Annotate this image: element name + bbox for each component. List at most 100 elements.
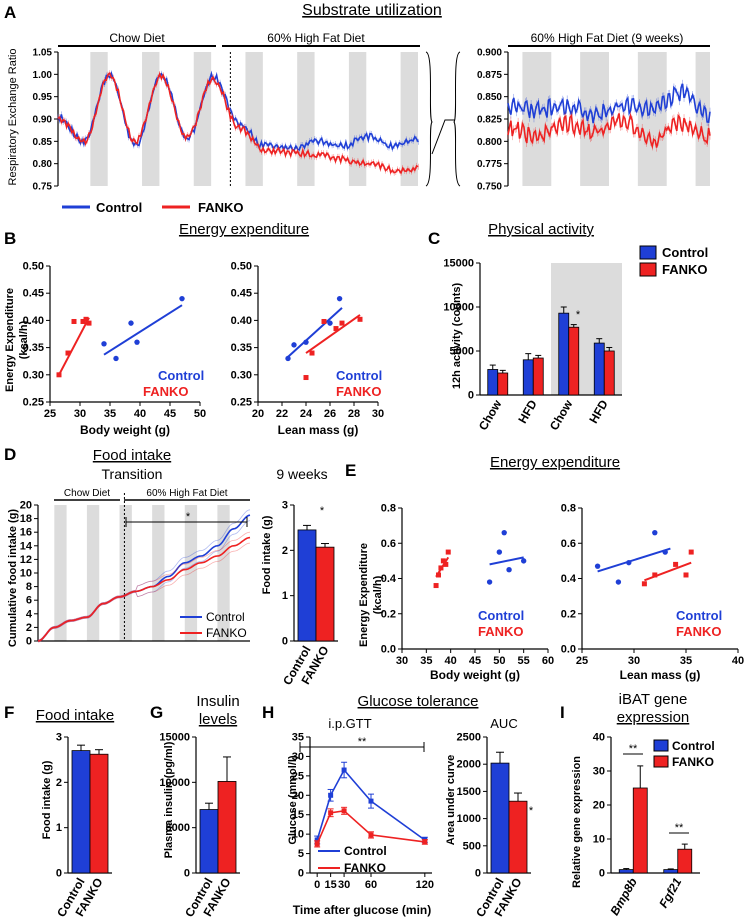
- e-left-point-control: [506, 566, 512, 573]
- a9-dark-phase-band: [637, 52, 667, 186]
- a-legend-control-label: Control: [96, 200, 142, 215]
- b-left-point-fanko: [86, 320, 92, 326]
- h-subtitle-auc: AUC: [490, 716, 517, 731]
- c-legend-fanko-swatch: [639, 262, 657, 277]
- h-subtitle-gtt: i.p.GTT: [328, 716, 371, 731]
- b-left-x-tick-label: 30: [74, 408, 86, 420]
- d-dark-phase-band: [217, 505, 230, 641]
- f-y-tick-label: 3: [56, 732, 62, 744]
- panel-i-title-line1: iBAT gene: [619, 691, 688, 708]
- b-right-point-control: [303, 339, 309, 345]
- d-dark-phase-band: [119, 505, 132, 641]
- hauc-y-tick-label: 2500: [457, 732, 481, 744]
- a-series-line-fanko: [57, 71, 419, 175]
- b-right-y-tick-label: 0.40: [231, 315, 252, 327]
- f-y-tick-label: 2: [56, 777, 62, 789]
- e-left-x-tick-label: 50: [493, 655, 505, 667]
- a-dark-phase-band: [90, 52, 108, 186]
- chart-b-leanmass: 0.25 0.30 0.35 0.40 0.45 0.50 20 22 24 26 28 30 Lean…: [231, 261, 385, 438]
- d-y-tick-label: 2: [26, 622, 32, 634]
- b-ylabel-line2: (kcal/h): [18, 320, 30, 359]
- i-bar-control: [663, 869, 679, 874]
- d-y-tick-label: 14: [20, 540, 33, 552]
- b-right-y-tick-label: 0.50: [231, 261, 252, 273]
- e-ylabel-line1: Energy Expenditure: [358, 543, 370, 647]
- chart-e-bodyweight: 0.0 0.2 0.4 0.6 0.8 30 35 40 45 50 55 60 Body weight…: [381, 503, 554, 683]
- hauc-bar-control: [490, 762, 510, 874]
- a-dark-phase-band: [297, 52, 315, 186]
- e-left-point-control: [520, 558, 527, 564]
- d-lower-bound-control: [37, 520, 251, 643]
- h-point-fanko: [328, 810, 334, 816]
- e-left-y-tick-label: 0.4: [381, 573, 397, 585]
- c-legend-control-label: Control: [662, 245, 708, 260]
- e-right-x-tick-label: 25: [576, 655, 588, 667]
- c-legend-control-swatch: [639, 245, 657, 260]
- e-right-x-tick-label: 40: [732, 655, 744, 667]
- e-right-y-tick-label: 0.6: [561, 538, 576, 550]
- d-legend-fanko-label: FANKO: [206, 626, 247, 640]
- i-y-tick-label: 10: [593, 834, 605, 846]
- c-category-label: HFD: [586, 397, 611, 426]
- b-right-point-fanko: [309, 350, 315, 356]
- h-legend-control-label: Control: [344, 844, 387, 858]
- d-y-tick-label: 4: [26, 608, 33, 620]
- b-right-x-tick-label: 22: [276, 408, 288, 420]
- b-right-point-control: [285, 355, 291, 362]
- a9-y-tick-label: 0.800: [477, 137, 502, 148]
- b-left-point-fanko: [83, 316, 89, 322]
- panel-f-title: Food intake: [36, 707, 114, 724]
- b-right-point-control: [291, 342, 297, 348]
- a-zoom-bracket-right: [453, 51, 461, 187]
- d-dark-phase-band: [184, 505, 198, 641]
- b-key-control-left: Control: [158, 368, 204, 383]
- d-subtitle-9weeks: 9 weeks: [276, 466, 327, 482]
- b-right-point-fanko: [333, 326, 339, 332]
- a-dark-phase-band: [142, 52, 160, 186]
- panel-b-title: Energy expenditure: [179, 221, 309, 238]
- chart-a-main: 0.75 0.80 0.85 0.90 0.95 1.00 1.05: [33, 48, 419, 193]
- a-y-tick-label: 1.00: [33, 70, 53, 81]
- d-upper-bound-control: [37, 509, 251, 641]
- c-category-label: HFD: [515, 397, 540, 426]
- c-y-tick-label: 15000: [443, 258, 474, 270]
- b-right-point-fanko: [303, 375, 309, 381]
- f-bar-control: [71, 750, 91, 874]
- e-left-point-fanko: [443, 561, 449, 567]
- d-y-tick-label: 10: [20, 568, 32, 580]
- d-significance-star: *: [186, 511, 191, 523]
- d-ylabel-right: Food intake (g): [261, 515, 273, 594]
- e-right-fit-line-fanko: [644, 561, 692, 582]
- c-bar-control: [522, 359, 534, 396]
- f-y-tick-label: 0: [56, 868, 62, 880]
- panel-letter-h: H: [262, 703, 274, 722]
- a-y-tick-label: 0.80: [33, 159, 53, 170]
- e-left-fit-line-control: [489, 556, 524, 566]
- a-y-tick-label: 0.75: [33, 182, 53, 193]
- hauc-y-tick-label: 1000: [457, 813, 481, 825]
- e-key-fanko-right: FANKO: [676, 624, 722, 639]
- b-right-x-tick-label: 28: [348, 408, 360, 420]
- e-left-x-tick-label: 55: [518, 655, 530, 667]
- a-dark-phase-band: [400, 52, 418, 186]
- i-ylabel: Relative gene expression: [571, 756, 583, 888]
- e-key-fanko-left: FANKO: [478, 624, 524, 639]
- d9-y-tick-label: 2: [282, 545, 288, 557]
- chart-a-9weeks: 0.750 0.775 0.800 0.825 0.850 0.875 0.900: [477, 48, 711, 193]
- d-bar-significance-star: *: [320, 505, 325, 517]
- e-right-y-tick-label: 0.8: [561, 503, 576, 515]
- b-right-point-fanko: [339, 320, 345, 326]
- chart-c-activity: 0 5000 10000 15000 Chow HFD Chow HFD: [443, 258, 622, 433]
- c-category-label: Chow: [476, 397, 505, 433]
- b-right-y-tick-label: 0.30: [231, 369, 252, 381]
- e-right-point-control: [594, 563, 601, 569]
- a9-series-line-control: [507, 83, 711, 124]
- a9-y-tick-label: 0.750: [477, 182, 502, 193]
- g-y-tick-label: 5000: [166, 822, 190, 834]
- b-left-fit-line-control: [103, 304, 183, 356]
- e-left-point-fanko: [433, 583, 439, 589]
